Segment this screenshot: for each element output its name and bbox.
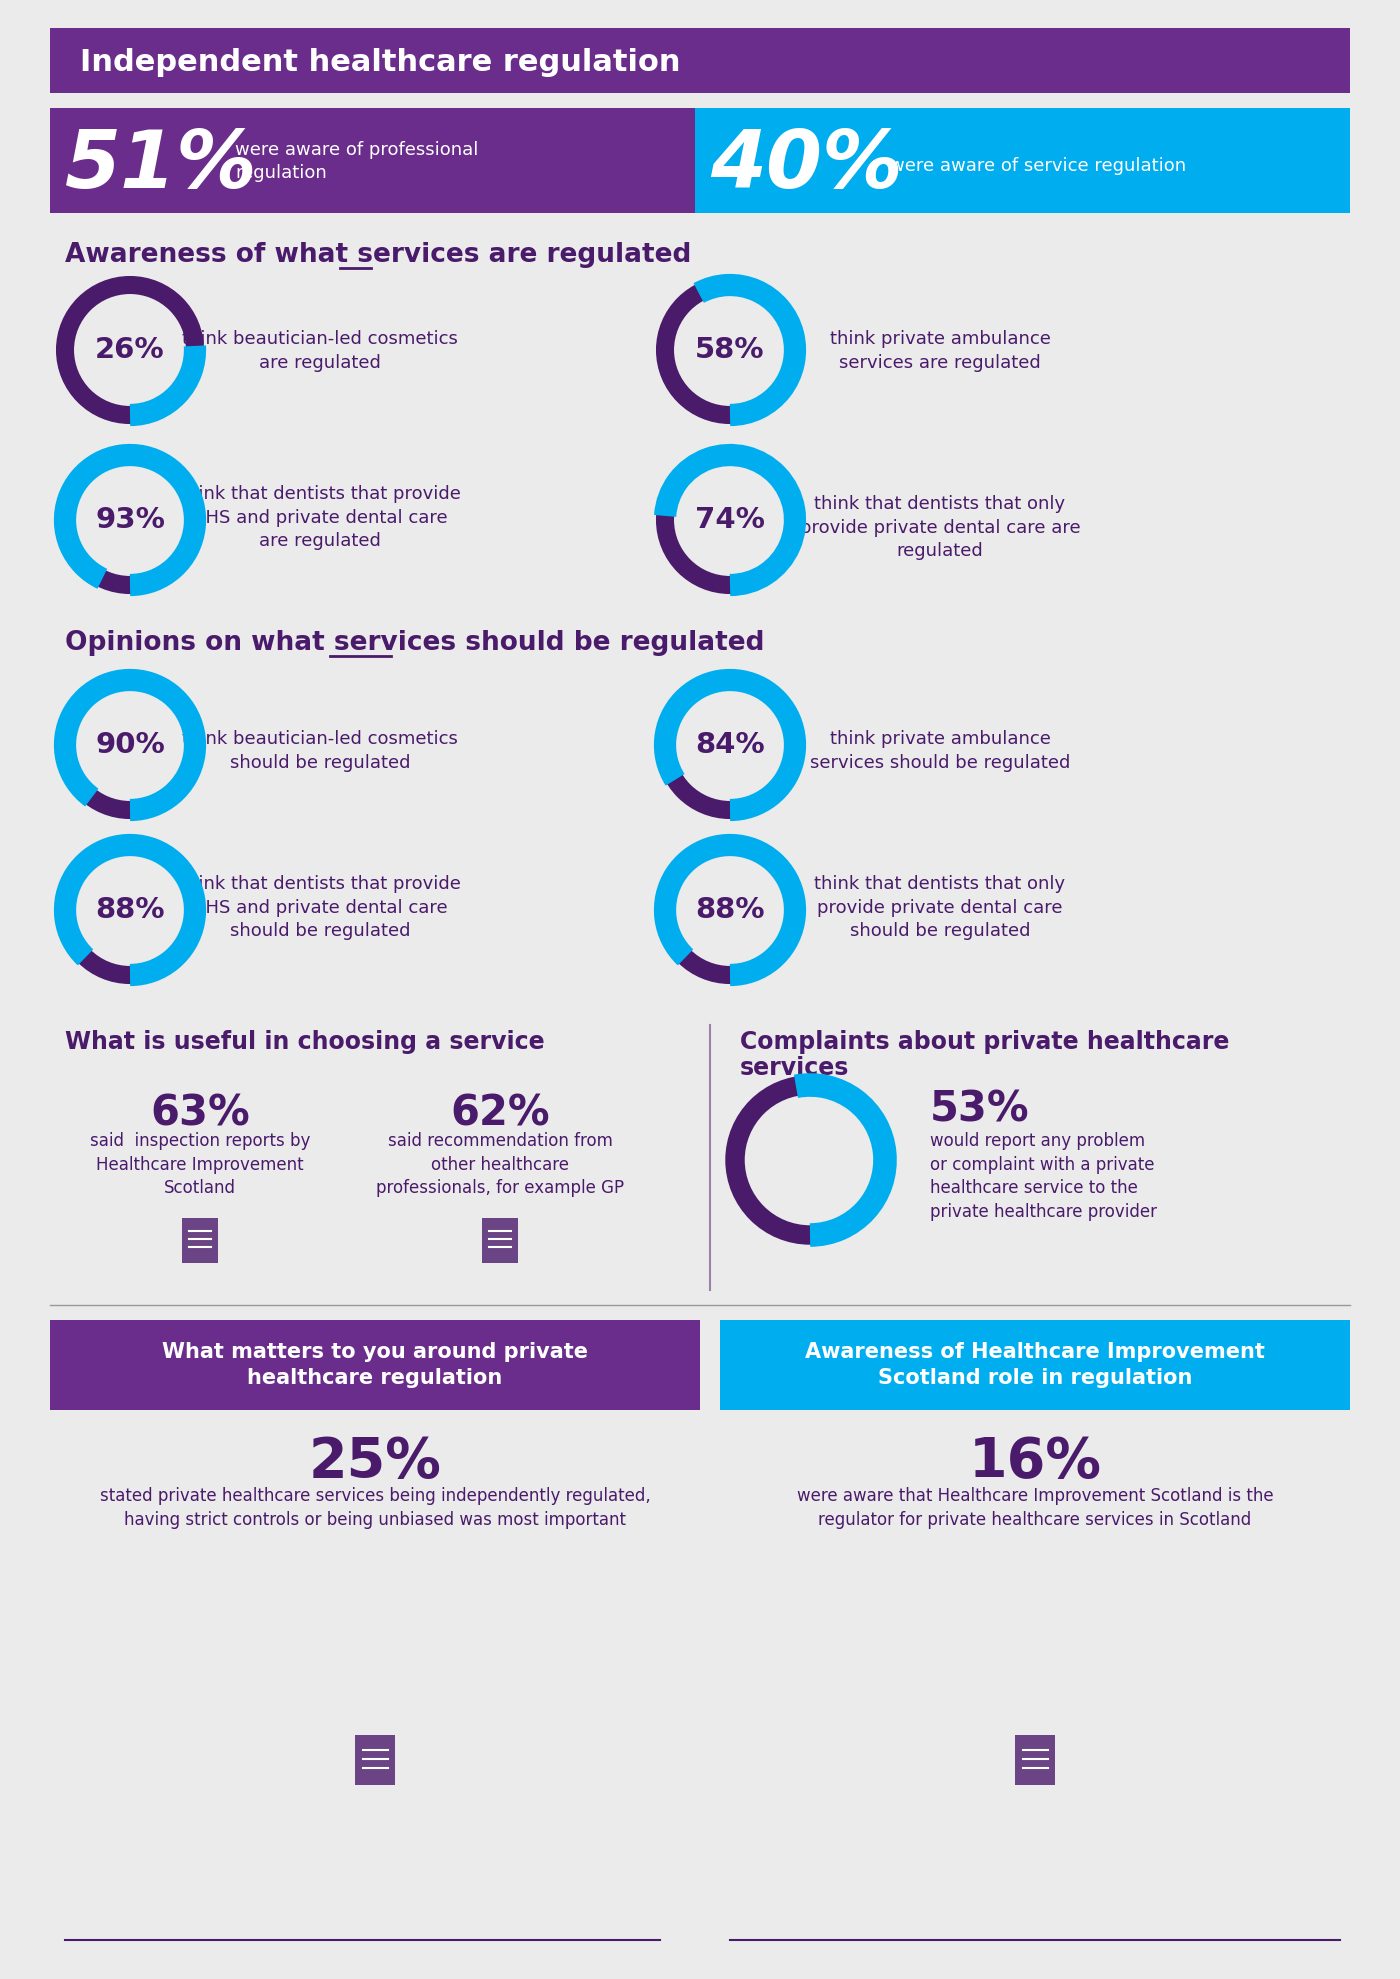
FancyBboxPatch shape (182, 1217, 218, 1263)
Text: think beautician-led cosmetics
should be regulated: think beautician-led cosmetics should be… (182, 730, 458, 772)
Text: think private ambulance
services should be regulated: think private ambulance services should … (809, 730, 1070, 772)
Text: Opinions on what services should be regulated: Opinions on what services should be regu… (64, 629, 764, 655)
Text: regulation: regulation (235, 164, 326, 182)
Text: would report any problem
or complaint with a private
healthcare service to the
p: would report any problem or complaint wi… (930, 1132, 1156, 1221)
Text: What matters to you around private
healthcare regulation: What matters to you around private healt… (162, 1342, 588, 1387)
FancyBboxPatch shape (50, 1320, 700, 1409)
FancyBboxPatch shape (50, 109, 694, 214)
Text: 53%: 53% (930, 1088, 1029, 1130)
Text: said  inspection reports by
Healthcare Improvement
Scotland: said inspection reports by Healthcare Im… (90, 1132, 311, 1197)
FancyBboxPatch shape (50, 28, 1350, 93)
FancyBboxPatch shape (720, 1320, 1350, 1409)
FancyBboxPatch shape (356, 1736, 395, 1785)
Text: 26%: 26% (95, 336, 165, 364)
Text: Awareness of what services are regulated: Awareness of what services are regulated (64, 241, 692, 267)
Text: 88%: 88% (696, 896, 764, 924)
Text: 51%: 51% (64, 127, 258, 206)
Text: 62%: 62% (451, 1092, 550, 1134)
Text: think private ambulance
services are regulated: think private ambulance services are reg… (830, 330, 1050, 372)
Text: were aware of professional: were aware of professional (235, 141, 479, 158)
Text: What is useful in choosing a service: What is useful in choosing a service (64, 1029, 545, 1055)
FancyBboxPatch shape (694, 109, 1350, 214)
Text: 90%: 90% (95, 730, 165, 760)
Text: stated private healthcare services being independently regulated,
having strict : stated private healthcare services being… (99, 1486, 651, 1528)
Text: 74%: 74% (694, 507, 764, 534)
Text: 93%: 93% (95, 507, 165, 534)
Text: 40%: 40% (710, 127, 903, 206)
Text: think that dentists that only
provide private dental care
should be regulated: think that dentists that only provide pr… (815, 875, 1065, 940)
Text: were aware of service regulation: were aware of service regulation (890, 156, 1186, 174)
Text: think that dentists that provide
NHS and private dental care
are regulated: think that dentists that provide NHS and… (179, 485, 461, 550)
Text: 63%: 63% (150, 1092, 249, 1134)
Text: Awareness of Healthcare Improvement
Scotland role in regulation: Awareness of Healthcare Improvement Scot… (805, 1342, 1266, 1387)
Text: Independent healthcare regulation: Independent healthcare regulation (80, 47, 680, 77)
FancyBboxPatch shape (482, 1217, 518, 1263)
Text: think that dentists that provide
NHS and private dental care
should be regulated: think that dentists that provide NHS and… (179, 875, 461, 940)
Text: think that dentists that only
provide private dental care are
regulated: think that dentists that only provide pr… (799, 495, 1081, 560)
Text: think beautician-led cosmetics
are regulated: think beautician-led cosmetics are regul… (182, 330, 458, 372)
Text: services: services (741, 1057, 850, 1081)
Text: said recommendation from
other healthcare
professionals, for example GP: said recommendation from other healthcar… (377, 1132, 624, 1197)
Text: 58%: 58% (696, 336, 764, 364)
Text: Complaints about private healthcare: Complaints about private healthcare (741, 1029, 1229, 1055)
Text: 84%: 84% (696, 730, 764, 760)
FancyBboxPatch shape (1015, 1736, 1056, 1785)
Text: 25%: 25% (308, 1435, 441, 1488)
Text: 88%: 88% (95, 896, 165, 924)
Text: 16%: 16% (969, 1435, 1102, 1488)
Text: were aware that Healthcare Improvement Scotland is the
regulator for private hea: were aware that Healthcare Improvement S… (797, 1486, 1274, 1528)
